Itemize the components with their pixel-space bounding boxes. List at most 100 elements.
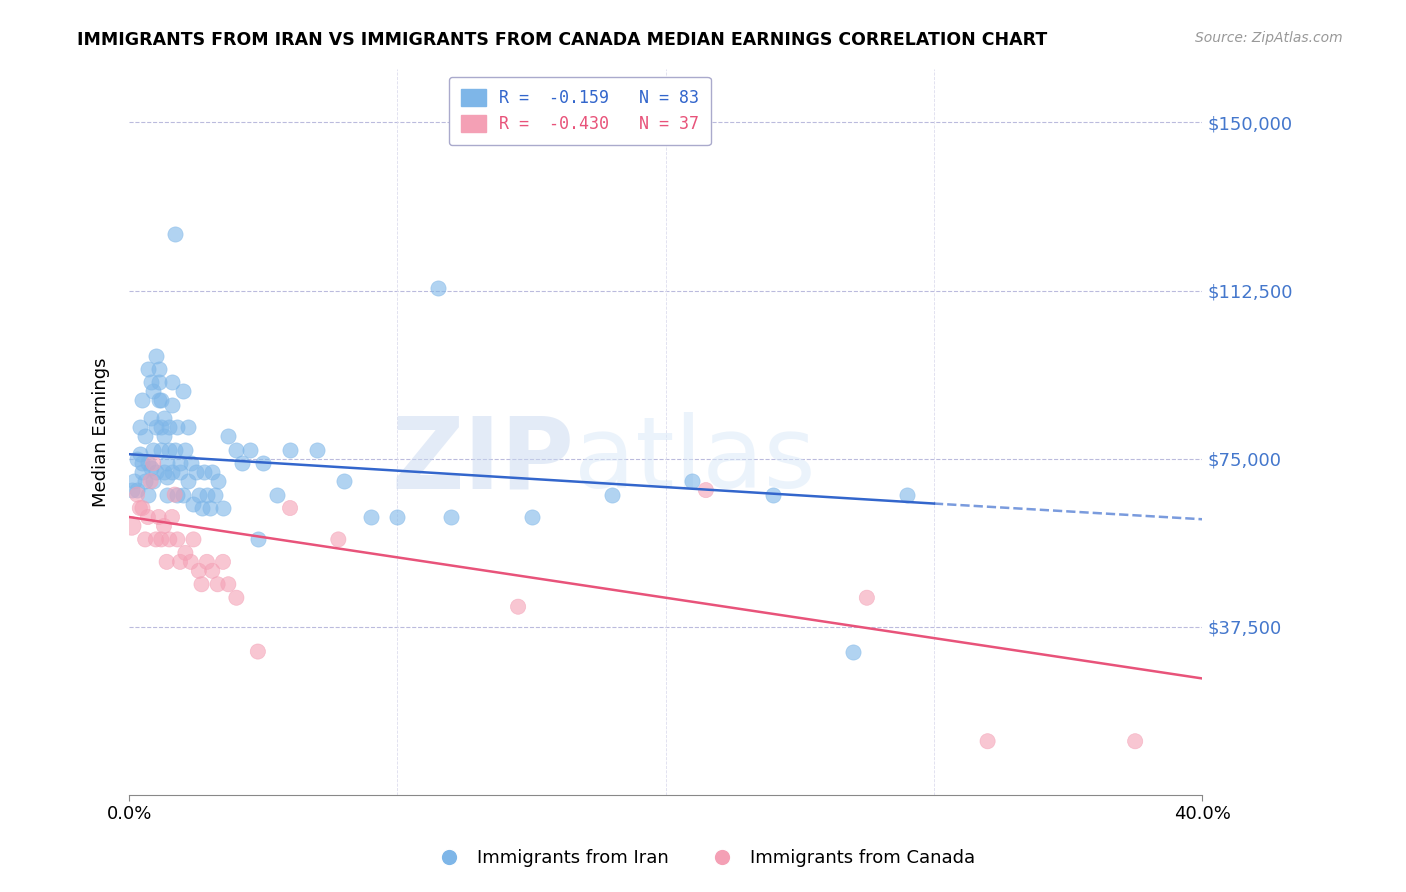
- Point: [145, 349, 167, 363]
- Point: [153, 411, 176, 425]
- Point: [976, 734, 998, 748]
- Point: [212, 555, 235, 569]
- Point: [762, 487, 785, 501]
- Point: [246, 533, 269, 547]
- Point: [150, 442, 173, 457]
- Point: [160, 510, 183, 524]
- Point: [842, 644, 865, 658]
- Point: [190, 501, 212, 516]
- Point: [172, 384, 194, 399]
- Point: [163, 227, 186, 242]
- Point: [201, 465, 224, 479]
- Point: [157, 533, 180, 547]
- Point: [360, 510, 382, 524]
- Point: [695, 483, 717, 497]
- Point: [186, 465, 208, 479]
- Point: [1123, 734, 1146, 748]
- Point: [169, 456, 191, 470]
- Point: [198, 501, 221, 516]
- Point: [169, 555, 191, 569]
- Point: [148, 510, 170, 524]
- Point: [136, 362, 159, 376]
- Point: [142, 442, 165, 457]
- Point: [166, 420, 188, 434]
- Point: [180, 555, 202, 569]
- Point: [387, 510, 409, 524]
- Point: [131, 465, 153, 479]
- Point: [201, 564, 224, 578]
- Point: [506, 599, 529, 614]
- Point: [131, 456, 153, 470]
- Point: [177, 474, 200, 488]
- Point: [520, 510, 543, 524]
- Point: [252, 456, 274, 470]
- Point: [134, 429, 156, 443]
- Point: [163, 442, 186, 457]
- Point: [156, 456, 179, 470]
- Text: atlas: atlas: [575, 412, 815, 509]
- Point: [148, 362, 170, 376]
- Point: [145, 533, 167, 547]
- Point: [131, 393, 153, 408]
- Point: [136, 510, 159, 524]
- Point: [139, 460, 162, 475]
- Point: [212, 501, 235, 516]
- Point: [163, 487, 186, 501]
- Point: [134, 474, 156, 488]
- Point: [278, 442, 301, 457]
- Point: [139, 474, 162, 488]
- Point: [207, 577, 229, 591]
- Point: [134, 533, 156, 547]
- Point: [187, 487, 209, 501]
- Point: [150, 420, 173, 434]
- Point: [160, 398, 183, 412]
- Point: [190, 577, 212, 591]
- Point: [204, 487, 226, 501]
- Point: [246, 644, 269, 658]
- Point: [136, 487, 159, 501]
- Point: [600, 487, 623, 501]
- Point: [156, 555, 179, 569]
- Point: [217, 429, 239, 443]
- Point: [193, 465, 215, 479]
- Point: [174, 442, 197, 457]
- Point: [328, 533, 350, 547]
- Point: [131, 501, 153, 516]
- Text: Source: ZipAtlas.com: Source: ZipAtlas.com: [1195, 31, 1343, 45]
- Point: [128, 420, 150, 434]
- Point: [160, 376, 183, 390]
- Point: [139, 376, 162, 390]
- Point: [278, 501, 301, 516]
- Point: [124, 474, 146, 488]
- Point: [142, 384, 165, 399]
- Point: [195, 555, 218, 569]
- Point: [142, 456, 165, 470]
- Text: IMMIGRANTS FROM IRAN VS IMMIGRANTS FROM CANADA MEDIAN EARNINGS CORRELATION CHART: IMMIGRANTS FROM IRAN VS IMMIGRANTS FROM …: [77, 31, 1047, 49]
- Point: [156, 487, 179, 501]
- Y-axis label: Median Earnings: Median Earnings: [93, 357, 110, 507]
- Point: [148, 393, 170, 408]
- Point: [856, 591, 879, 605]
- Point: [231, 456, 253, 470]
- Point: [195, 487, 218, 501]
- Point: [183, 533, 205, 547]
- Point: [145, 420, 167, 434]
- Point: [207, 474, 229, 488]
- Point: [153, 429, 176, 443]
- Legend: Immigrants from Iran, Immigrants from Canada: Immigrants from Iran, Immigrants from Ca…: [425, 842, 981, 874]
- Text: ZIP: ZIP: [391, 412, 575, 509]
- Point: [157, 420, 180, 434]
- Point: [150, 393, 173, 408]
- Point: [239, 442, 262, 457]
- Point: [139, 411, 162, 425]
- Point: [150, 533, 173, 547]
- Point: [896, 487, 918, 501]
- Point: [148, 376, 170, 390]
- Point: [121, 519, 143, 533]
- Point: [166, 487, 188, 501]
- Point: [440, 510, 463, 524]
- Point: [145, 465, 167, 479]
- Point: [217, 577, 239, 591]
- Point: [426, 281, 449, 295]
- Point: [156, 469, 179, 483]
